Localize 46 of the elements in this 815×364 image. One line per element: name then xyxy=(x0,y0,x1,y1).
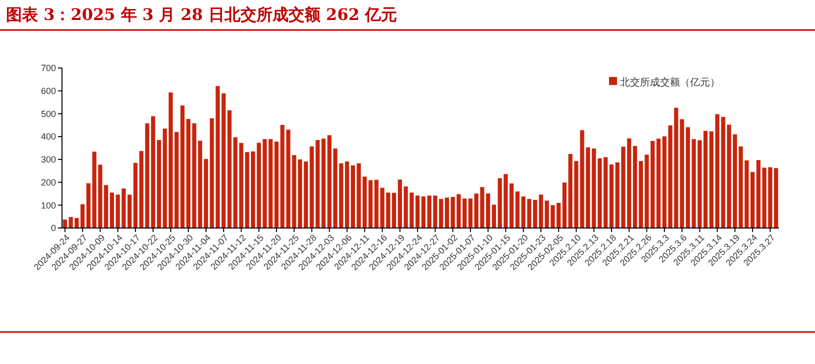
y-tick-label: 600 xyxy=(40,86,56,96)
bar xyxy=(468,198,473,228)
bar xyxy=(80,204,85,228)
chart-title: 图表 3：2025 年 3 月 28 日北交所成交额 262 亿元 xyxy=(6,5,398,24)
y-tick-label: 700 xyxy=(40,63,56,74)
bar xyxy=(656,138,661,228)
bar xyxy=(204,158,208,228)
bar xyxy=(750,172,755,228)
y-tick-label: 100 xyxy=(40,200,56,210)
bar xyxy=(439,198,444,228)
y-tick-label: 300 xyxy=(40,154,56,165)
bar xyxy=(562,182,567,228)
bar xyxy=(703,130,708,228)
bar xyxy=(586,147,590,228)
bar xyxy=(444,198,450,228)
legend-label: 北交所成交额（亿元） xyxy=(620,76,720,88)
bar xyxy=(392,192,396,228)
bar xyxy=(298,159,302,228)
bar xyxy=(86,183,91,228)
bar xyxy=(368,180,373,228)
bar xyxy=(110,192,114,228)
bar xyxy=(250,151,256,228)
y-tick-label: 200 xyxy=(40,177,56,188)
bar xyxy=(756,160,760,228)
bar xyxy=(133,162,138,228)
bar xyxy=(515,191,520,228)
bar xyxy=(538,194,544,228)
bar xyxy=(680,119,684,228)
bar xyxy=(421,196,426,228)
bar xyxy=(321,138,326,228)
bar xyxy=(609,164,614,228)
y-tick-label: 0 xyxy=(50,223,56,234)
bar xyxy=(62,220,67,228)
bar xyxy=(227,110,232,228)
bar xyxy=(180,105,185,228)
bar xyxy=(726,124,732,228)
bar xyxy=(156,140,162,228)
y-tick-label: 500 xyxy=(40,108,56,119)
bar xyxy=(398,180,402,228)
bar xyxy=(416,196,420,228)
bar xyxy=(344,161,350,228)
bar xyxy=(274,142,279,228)
bar xyxy=(632,146,638,228)
bar xyxy=(492,204,496,228)
y-tick-label: 400 xyxy=(40,132,56,142)
bar xyxy=(774,168,778,228)
